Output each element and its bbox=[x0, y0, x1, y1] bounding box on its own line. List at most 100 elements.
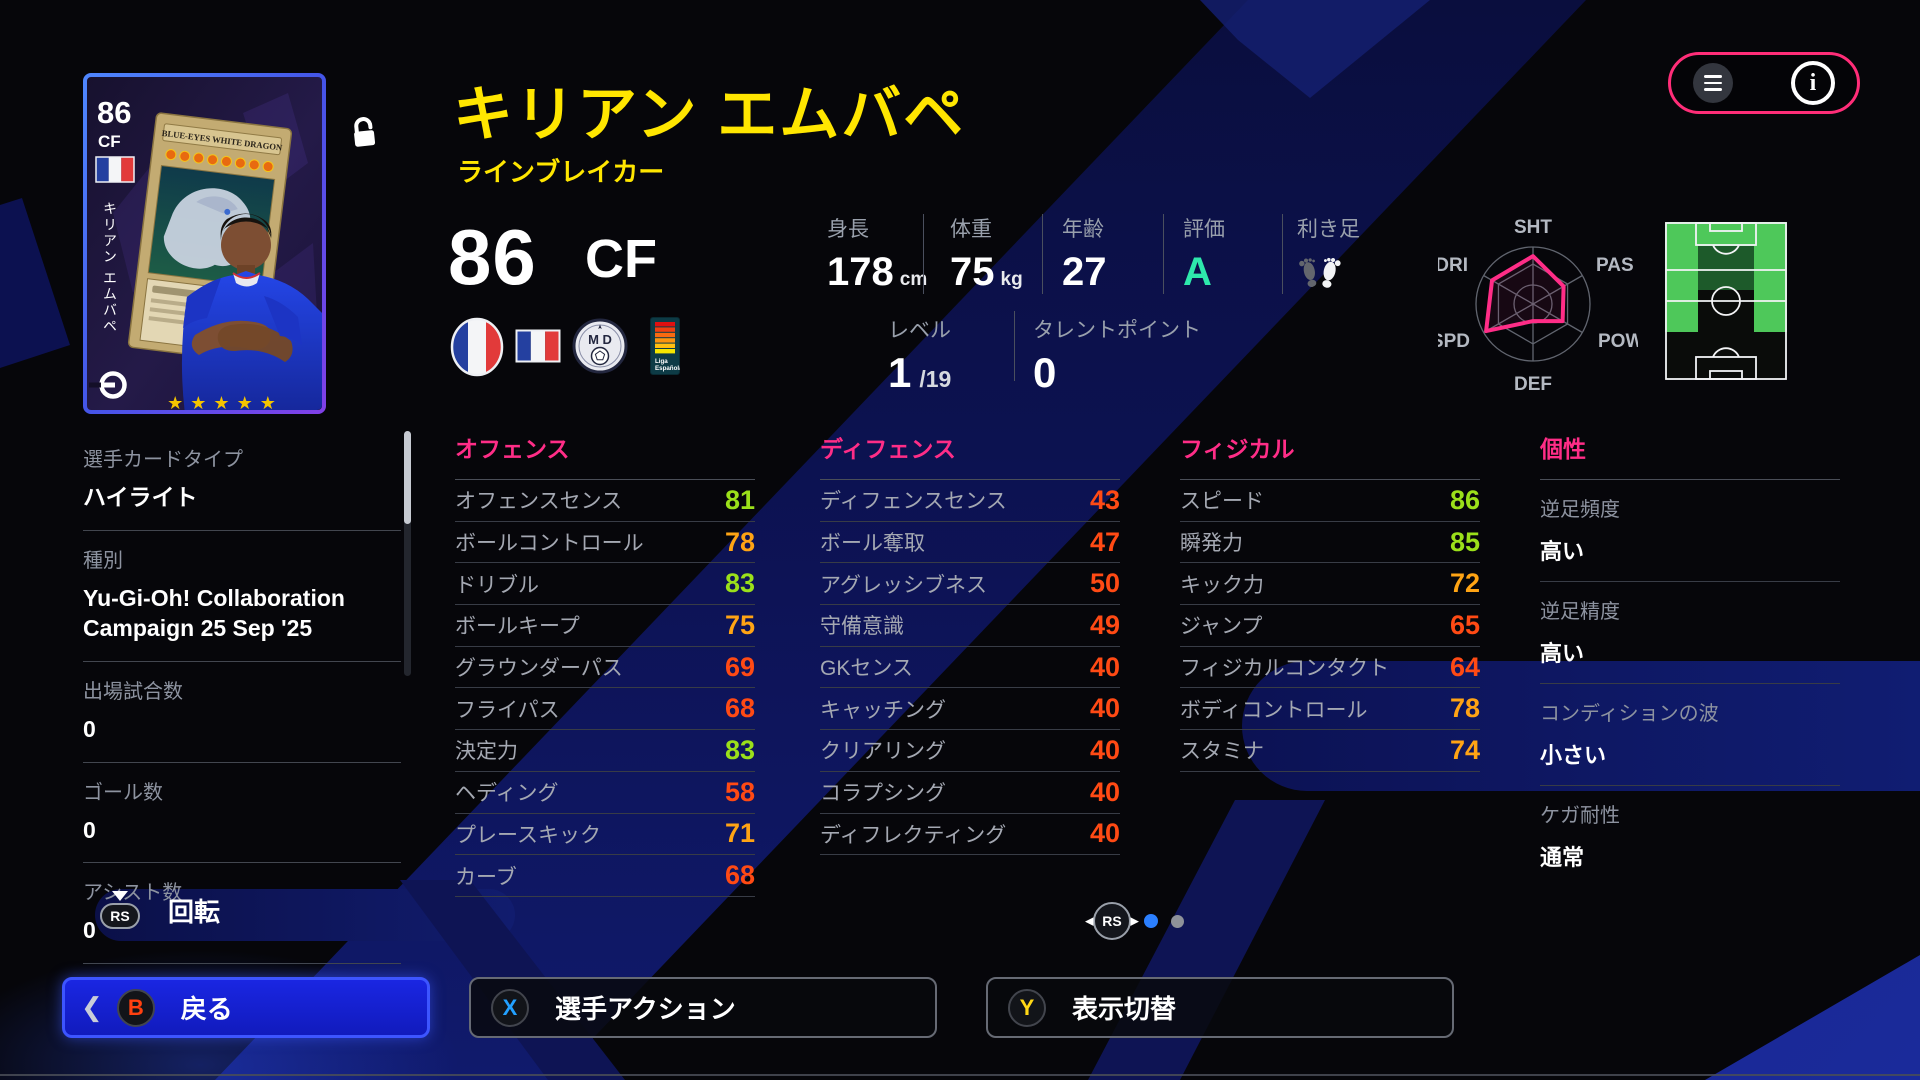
position-zone bbox=[1698, 246, 1754, 290]
stat-row: アグレッシブネス 50 bbox=[820, 563, 1120, 606]
page-dot-2[interactable] bbox=[1171, 914, 1184, 928]
gamepad-x-key: X bbox=[491, 988, 529, 1027]
vital-rating-grade: 評価 A bbox=[1183, 218, 1225, 294]
info-label: ゴール数 bbox=[83, 781, 163, 804]
info-icon[interactable]: i bbox=[1791, 61, 1835, 105]
stat-label: キャッチング bbox=[820, 698, 946, 722]
stat-value: 74 bbox=[1449, 734, 1480, 765]
stat-row: 守備意識 49 bbox=[820, 605, 1120, 647]
player-action-button[interactable]: X 選手アクション bbox=[469, 977, 937, 1038]
efootball-logo bbox=[89, 371, 127, 399]
level-max: /19 bbox=[919, 366, 952, 392]
stat-value: 81 bbox=[724, 484, 755, 515]
stat-label: ボール奪取 bbox=[820, 532, 925, 556]
card-info-item: 出場試合数 0 bbox=[83, 662, 401, 763]
trait-label: 逆足頻度 bbox=[1540, 499, 1620, 521]
stat-label: プレースキック bbox=[455, 823, 601, 847]
stat-value: 78 bbox=[724, 526, 755, 557]
level-stars bbox=[165, 149, 274, 173]
rotate-hint[interactable]: RS 回転 bbox=[100, 891, 220, 929]
info-value: 0 bbox=[83, 816, 96, 843]
stat-value: 72 bbox=[1449, 568, 1480, 599]
back-button[interactable]: ❮ B 戻る bbox=[62, 977, 430, 1038]
menu-icon[interactable] bbox=[1693, 63, 1733, 103]
grade-value: A bbox=[1183, 250, 1212, 294]
stat-column-defense: ディフェンス ディフェンスセンス 43 ボール奪取 47 アグレッシブネス 50 守備意識 4… bbox=[820, 430, 1120, 856]
radar-label-sht: SHT bbox=[1514, 217, 1552, 238]
player-photo bbox=[181, 213, 322, 410]
player-card[interactable]: BLUE-EYES WHITE DRAGON bbox=[83, 73, 326, 414]
nationality-flag bbox=[515, 329, 561, 368]
page-dot-1[interactable] bbox=[1144, 914, 1158, 928]
stat-value: 86 bbox=[1449, 484, 1480, 515]
stat-row: ディフェンスセンス 43 bbox=[820, 480, 1120, 522]
stat-label: 瞬発力 bbox=[1180, 532, 1243, 556]
stat-row: 瞬発力 85 bbox=[1180, 522, 1480, 564]
radar-label-def: DEF bbox=[1514, 374, 1552, 395]
back-label: 戻る bbox=[180, 994, 233, 1024]
stat-row: ドリブル 83 bbox=[455, 563, 755, 606]
player-name: キリアン エムバペ bbox=[453, 81, 966, 148]
stat-label: オフェンスセンス bbox=[455, 490, 623, 514]
trait-item: 逆足精度 高い bbox=[1540, 582, 1840, 684]
talent-block: タレントポイント 0 bbox=[1033, 319, 1201, 396]
sidebar-scrollbar bbox=[404, 431, 411, 676]
radar-label-pow: POW bbox=[1598, 331, 1638, 352]
gamepad-b-key: B bbox=[116, 988, 155, 1027]
stat-value: 83 bbox=[724, 568, 755, 599]
card-info-item: 選手カードタイプ ハイライト bbox=[83, 430, 401, 531]
stat-row: ジャンプ 65 bbox=[1180, 605, 1480, 647]
trait-label: 逆足精度 bbox=[1540, 601, 1620, 623]
stat-label: スタミナ bbox=[1180, 740, 1264, 764]
rs-page-icon: ◀ RS ▶ bbox=[1085, 902, 1139, 940]
card-rating: 86 bbox=[97, 95, 131, 130]
lock-icon bbox=[349, 116, 379, 155]
stat-label: カーブ bbox=[455, 865, 517, 889]
trait-item: コンディションの波 小さい bbox=[1540, 684, 1840, 786]
info-label: 種別 bbox=[83, 549, 123, 572]
height-value: 178 bbox=[827, 250, 894, 294]
gamepad-y-key: Y bbox=[1008, 988, 1046, 1027]
info-value: 0 bbox=[83, 715, 96, 742]
level-value: 1 bbox=[888, 349, 912, 396]
stat-label: ボディコントロール bbox=[1180, 698, 1368, 722]
stat-row: クリアリング 40 bbox=[820, 730, 1120, 772]
stat-row: 決定力 83 bbox=[455, 730, 755, 772]
stat-value: 47 bbox=[1089, 526, 1120, 557]
rotate-label: 回転 bbox=[168, 896, 221, 927]
position-label: CF bbox=[585, 229, 657, 289]
stat-label: スピード bbox=[1180, 490, 1264, 514]
stat-row: ディフレクティング 40 bbox=[820, 814, 1120, 856]
national-team-badge bbox=[449, 317, 505, 382]
trait-label: ケガ耐性 bbox=[1540, 805, 1620, 827]
level-block: レベル 1/19 bbox=[888, 319, 952, 396]
stat-label: グラウンダーパス bbox=[455, 657, 623, 681]
info-value: 0 bbox=[83, 917, 96, 944]
trait-value: 通常 bbox=[1540, 845, 1585, 870]
scrollbar-thumb[interactable] bbox=[404, 431, 411, 524]
position-zone bbox=[1754, 222, 1787, 332]
stat-value: 43 bbox=[1089, 484, 1120, 515]
display-toggle-button[interactable]: Y 表示切替 bbox=[986, 977, 1454, 1038]
card-stars: ★★★★★ bbox=[167, 393, 283, 413]
stat-label: クリアリング bbox=[820, 740, 946, 764]
trait-label: コンディションの波 bbox=[1540, 703, 1719, 725]
stat-value: 49 bbox=[1089, 609, 1120, 640]
vital-height: 身長 178 cm bbox=[827, 218, 928, 294]
stat-column-title: オフェンス bbox=[455, 430, 755, 480]
card-info-item: 種別 Yu-Gi-Oh! Collaboration Campaign 25 Se… bbox=[83, 531, 401, 662]
stat-label: ディフレクティング bbox=[820, 823, 1007, 847]
radar-label-pas: PAS bbox=[1596, 255, 1634, 276]
stat-row: ボールコントロール 78 bbox=[455, 522, 755, 564]
stat-value: 50 bbox=[1089, 568, 1120, 599]
page-indicator: ◀ RS ▶ bbox=[1085, 902, 1184, 940]
trait-value: 高い bbox=[1540, 641, 1585, 666]
stat-label: キック力 bbox=[1180, 573, 1264, 597]
svg-text:Liga: Liga bbox=[655, 358, 668, 365]
trait-value: 高い bbox=[1540, 539, 1585, 564]
crest-initials: M D bbox=[588, 332, 612, 347]
stat-row: ボール奪取 47 bbox=[820, 522, 1120, 564]
stat-value: 68 bbox=[724, 693, 755, 724]
trait-item: 逆足頻度 高い bbox=[1540, 480, 1840, 582]
